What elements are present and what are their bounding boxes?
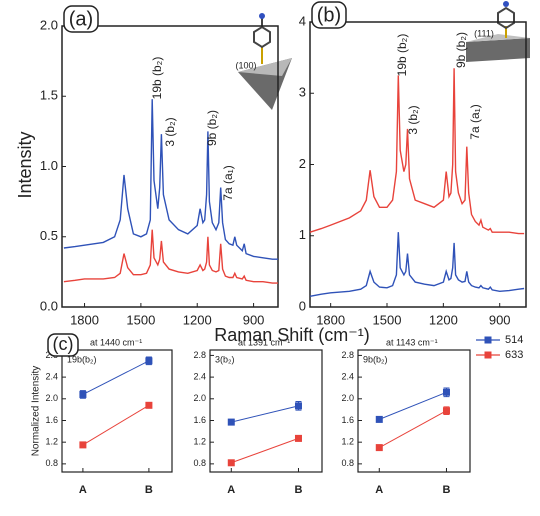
y-tick-label: 0.8 (341, 458, 354, 468)
y-tick-label: 0 (299, 298, 306, 313)
legend-label: 633 (505, 349, 523, 361)
panel-inner-label: 9b(b₂) (363, 354, 388, 364)
x-tick-label: A (79, 484, 87, 496)
y-tick-label: 1.5 (40, 88, 58, 103)
connector-line (231, 437, 299, 464)
x-tick-label: 1800 (70, 312, 99, 327)
y-tick-label: 1.6 (341, 415, 354, 425)
x-tick-label: 900 (243, 312, 265, 327)
y-tick-label: 1.2 (341, 437, 354, 447)
data-point (227, 418, 235, 426)
y-tick-label: 1.6 (193, 415, 206, 425)
peak-annotation: 19b (b₂) (395, 34, 409, 77)
data-point (294, 434, 302, 442)
connector-line (379, 391, 447, 420)
panel-title: at 1440 cm⁻¹ (90, 337, 142, 347)
x-tick-label: B (295, 484, 303, 496)
connector-line (82, 404, 150, 446)
y-tick-label: 2 (299, 156, 306, 171)
y-tick-label: 4 (299, 13, 306, 28)
spectrum-line (309, 232, 525, 297)
x-tick-label: 1500 (373, 312, 402, 327)
y-tick-label: 2.4 (341, 371, 354, 381)
panel-title: at 1391 cm⁻¹ (238, 337, 290, 347)
x-tick-label: B (443, 484, 451, 496)
y-tick-label: 3 (299, 85, 306, 100)
facet-label: (100) (235, 60, 256, 70)
spectrum-line (63, 229, 278, 284)
y-tick-label: 2.0 (341, 393, 354, 403)
connector-line (231, 405, 299, 423)
x-tick-label: A (227, 484, 235, 496)
x-tick-label: 1500 (126, 312, 155, 327)
y-tick-label: 2.8 (341, 350, 354, 360)
data-point (375, 415, 383, 423)
y-tick-label: 0.0 (40, 298, 58, 313)
panel-label: (c) (53, 334, 74, 354)
x-tick-label: 1200 (183, 312, 212, 327)
plot-frame (209, 349, 323, 473)
data-point (375, 444, 383, 452)
y-tick-label: 1 (299, 227, 306, 242)
peak-annotation: 9b (b₂) (205, 110, 219, 146)
y-tick-label: 1.2 (193, 437, 206, 447)
panel-inner-label: 3(b₂) (215, 354, 235, 364)
y-tick-label: 1.2 (45, 437, 58, 447)
y-tick-label: 2.4 (45, 371, 58, 381)
peak-annotation: 3 (b₂) (163, 117, 177, 146)
panel-label: (a) (69, 8, 93, 30)
data-point (79, 390, 87, 398)
y-tick-label: 2.8 (193, 350, 206, 360)
connector-line (379, 410, 447, 449)
peak-annotation: 3 (b₂) (406, 105, 420, 134)
y-axis-label: Normalized Intensity (31, 366, 42, 457)
plot-frame (357, 349, 471, 473)
y-tick-label: 1.0 (40, 158, 58, 173)
panel-label-box (63, 5, 99, 33)
peak-annotation: 19b (b₂) (150, 57, 164, 100)
data-point (442, 388, 450, 396)
panel-label-box (47, 333, 79, 357)
y-tick-label: 0.8 (193, 458, 206, 468)
y-tick-label: 2.0 (40, 17, 58, 32)
y-tick-label: 0.8 (45, 458, 58, 468)
panel-inner-label: 19b(b₂) (67, 354, 97, 364)
data-point (442, 407, 450, 415)
y-tick-label: 2.0 (193, 393, 206, 403)
peak-annotation: 7a (a₁) (468, 104, 482, 139)
facet-label: (111) (474, 28, 494, 38)
x-tick-label: 1800 (316, 312, 345, 327)
peak-annotation: 7a (a₁) (221, 165, 235, 200)
legend-label: 514 (505, 334, 523, 346)
x-tick-label: 1200 (429, 312, 458, 327)
spectrum-line (309, 68, 525, 235)
panel-title: at 1143 cm⁻¹ (386, 337, 438, 347)
panel-label-box (311, 1, 347, 29)
y-tick-label: 2.4 (193, 371, 206, 381)
panel-label: (b) (317, 4, 341, 26)
data-point (145, 357, 153, 365)
plot-frame (61, 349, 173, 473)
x-tick-label: 900 (489, 312, 511, 327)
y-axis-label: Intensity (15, 131, 35, 198)
legend-marker (484, 351, 492, 359)
y-tick-label: 0.5 (40, 228, 58, 243)
data-point (145, 401, 153, 409)
data-point (227, 459, 235, 467)
data-point (79, 441, 87, 449)
spectrum-line (63, 99, 278, 260)
plot-frame (309, 21, 527, 308)
x-tick-label: B (145, 484, 153, 496)
x-axis-label: Raman Shift (cm⁻¹) (214, 325, 370, 345)
peak-annotation: 9b (b₂) (454, 32, 468, 68)
x-tick-label: A (375, 484, 383, 496)
y-tick-label: 1.6 (45, 415, 58, 425)
inset-block (466, 1, 530, 62)
legend-marker (484, 336, 492, 344)
connector-line (82, 360, 150, 395)
data-point (294, 402, 302, 410)
y-tick-label: 2.0 (45, 393, 58, 403)
